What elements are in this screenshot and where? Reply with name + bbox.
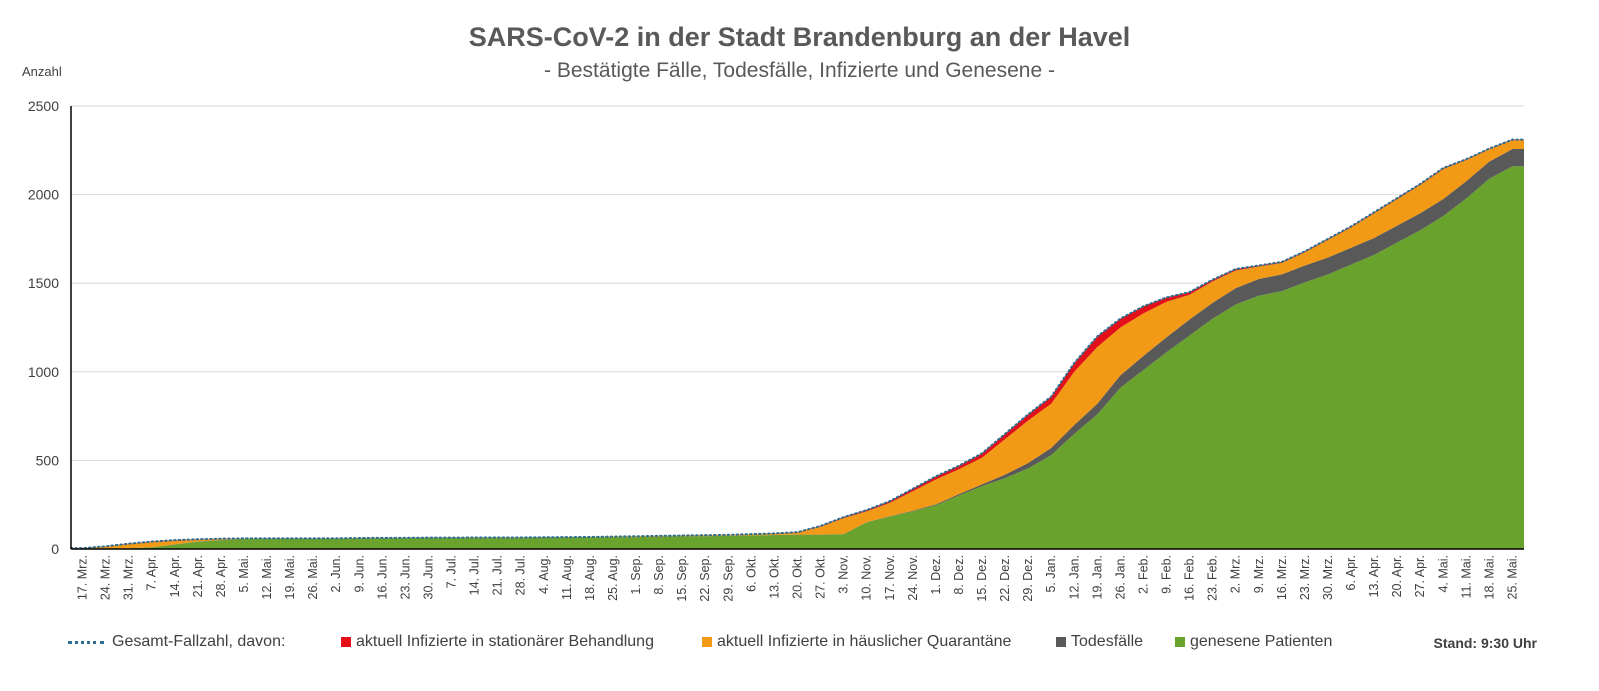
x-tick-label: 11. Mai. bbox=[1459, 555, 1473, 599]
x-tick-label: 20. Apr. bbox=[1390, 555, 1404, 597]
legend-item-hospital: aktuell Infizierte in stationärer Behand… bbox=[341, 633, 654, 651]
line-series-total bbox=[70, 138, 1525, 550]
x-tick-label: 17. Mrz. bbox=[76, 555, 90, 600]
legend-swatch-quarantine bbox=[702, 637, 712, 647]
x-tick-label: 2. Feb. bbox=[1136, 555, 1150, 594]
x-tick-label: 19. Jan. bbox=[1090, 555, 1104, 599]
x-tick-label: 7. Apr. bbox=[145, 555, 159, 590]
x-tick-label: 12. Jan. bbox=[1067, 555, 1081, 599]
x-tick-label: 26. Mai. bbox=[306, 555, 320, 599]
x-tick-label: 23. Feb. bbox=[1206, 555, 1220, 601]
y-tick-label: 2500 bbox=[28, 98, 59, 114]
x-tick-label: 9. Jun. bbox=[352, 555, 366, 593]
x-tick-label: 30. Jun. bbox=[421, 555, 435, 599]
x-tick-label: 8. Dez. bbox=[952, 555, 966, 595]
x-tick-label: 27. Okt. bbox=[814, 555, 828, 599]
x-tick-label: 20. Okt. bbox=[791, 555, 805, 599]
y-tick-label: 500 bbox=[36, 452, 60, 468]
legend-swatch-deaths bbox=[1056, 637, 1066, 647]
x-tick-label: 24. Mrz. bbox=[99, 555, 113, 600]
x-tick-label: 11. Aug. bbox=[560, 555, 574, 600]
x-tick-label: 5. Mai. bbox=[237, 555, 251, 593]
y-axis-label: Anzahl bbox=[22, 64, 62, 79]
x-tick-label: 8. Sep. bbox=[652, 555, 666, 595]
x-tick-label: 9. Feb. bbox=[1160, 555, 1174, 594]
legend-label-quarantine: aktuell Infizierte in häuslicher Quarant… bbox=[717, 633, 1012, 650]
y-tick-label: 1500 bbox=[28, 275, 59, 291]
stand-timestamp: Stand: 9:30 Uhr bbox=[1433, 635, 1537, 651]
x-tick-label: 21. Apr. bbox=[191, 555, 205, 597]
x-tick-label: 16. Mrz. bbox=[1275, 555, 1289, 600]
x-tick-label: 13. Apr. bbox=[1367, 555, 1381, 597]
x-tick-label: 15. Sep. bbox=[675, 555, 689, 602]
legend-item-deaths: Todesfälle bbox=[1056, 633, 1143, 651]
x-tick-label: 22. Dez. bbox=[998, 555, 1012, 602]
legend-item-total: Gesamt-Fallzahl, davon: bbox=[68, 633, 285, 651]
x-tick-label: 21. Jul. bbox=[491, 555, 505, 595]
x-tick-label: 24. Nov. bbox=[906, 555, 920, 601]
legend-label-deaths: Todesfälle bbox=[1071, 633, 1144, 650]
x-tick-label: 23. Mrz. bbox=[1298, 555, 1312, 600]
y-tick-label: 2000 bbox=[28, 187, 59, 203]
chart-subtitle: - Bestätigte Fälle, Todesfälle, Infizier… bbox=[544, 59, 1055, 82]
legend-label-hospital: aktuell Infizierte in stationärer Behand… bbox=[356, 633, 654, 650]
legend-label-recovered: genesene Patienten bbox=[1190, 633, 1333, 650]
x-tick-label: 19. Mai. bbox=[283, 555, 297, 599]
x-tick-label: 4. Aug. bbox=[537, 555, 551, 594]
x-tick-label: 13. Okt. bbox=[767, 555, 781, 599]
legend-swatch-recovered bbox=[1175, 637, 1185, 647]
x-tick-label: 22. Sep. bbox=[698, 555, 712, 602]
legend-label-total: Gesamt-Fallzahl, davon: bbox=[112, 633, 286, 650]
x-tick-label: 5. Jan. bbox=[1044, 555, 1058, 593]
y-tick-label: 1000 bbox=[28, 364, 59, 380]
x-tick-label: 3. Nov. bbox=[837, 555, 851, 594]
x-tick-label: 29. Sep. bbox=[721, 555, 735, 602]
x-tick-label: 1. Dez. bbox=[929, 555, 943, 595]
x-tick-label: 17. Nov. bbox=[883, 555, 897, 601]
legend-dotted-line-swatch bbox=[68, 640, 104, 644]
x-tick-label: 9. Mrz. bbox=[1252, 555, 1266, 593]
x-tick-label: 28. Apr. bbox=[214, 555, 228, 597]
x-tick-label: 4. Mai. bbox=[1436, 555, 1450, 593]
x-tick-label: 25. Aug. bbox=[606, 555, 620, 601]
x-tick-label: 6. Okt. bbox=[744, 555, 758, 592]
x-tick-label: 18. Aug. bbox=[583, 555, 597, 601]
legend-swatch-hospital bbox=[341, 637, 351, 647]
x-tick-label: 29. Dez. bbox=[1021, 555, 1035, 602]
x-tick-label: 14. Jul. bbox=[468, 555, 482, 595]
x-tick-label: 6. Apr. bbox=[1344, 555, 1358, 590]
x-tick-label: 15. Dez. bbox=[975, 555, 989, 602]
x-tick-label: 27. Apr. bbox=[1413, 555, 1427, 597]
area-series-recovered bbox=[71, 166, 1524, 550]
x-tick-label: 16. Feb. bbox=[1183, 555, 1197, 601]
legend-item-recovered: genesene Patienten bbox=[1175, 633, 1332, 651]
x-tick-label: 10. Nov. bbox=[860, 555, 874, 601]
x-tick-label: 16. Jun. bbox=[375, 555, 389, 599]
chart-title: SARS-CoV-2 in der Stadt Brandenburg an d… bbox=[468, 22, 1131, 52]
x-tick-label: 25. Mai. bbox=[1505, 555, 1519, 599]
legend-item-quarantine: aktuell Infizierte in häuslicher Quarant… bbox=[702, 633, 1011, 651]
x-tick-label: 26. Jan. bbox=[1113, 555, 1127, 599]
x-tick-label: 30. Mrz. bbox=[1321, 555, 1335, 600]
x-tick-label: 2. Jun. bbox=[329, 555, 343, 593]
x-tick-label: 1. Sep. bbox=[629, 555, 643, 595]
x-tick-label: 31. Mrz. bbox=[122, 555, 136, 600]
x-tick-label: 2. Mrz. bbox=[1229, 555, 1243, 593]
x-tick-label: 18. Mai. bbox=[1482, 555, 1496, 599]
y-tick-label: 0 bbox=[51, 541, 59, 557]
x-tick-label: 14. Apr. bbox=[168, 555, 182, 597]
x-tick-label: 23. Jun. bbox=[398, 555, 412, 599]
x-tick-label: 7. Jul. bbox=[445, 555, 459, 588]
x-tick-label: 12. Mai. bbox=[260, 555, 274, 599]
x-tick-label: 28. Jul. bbox=[514, 555, 528, 595]
